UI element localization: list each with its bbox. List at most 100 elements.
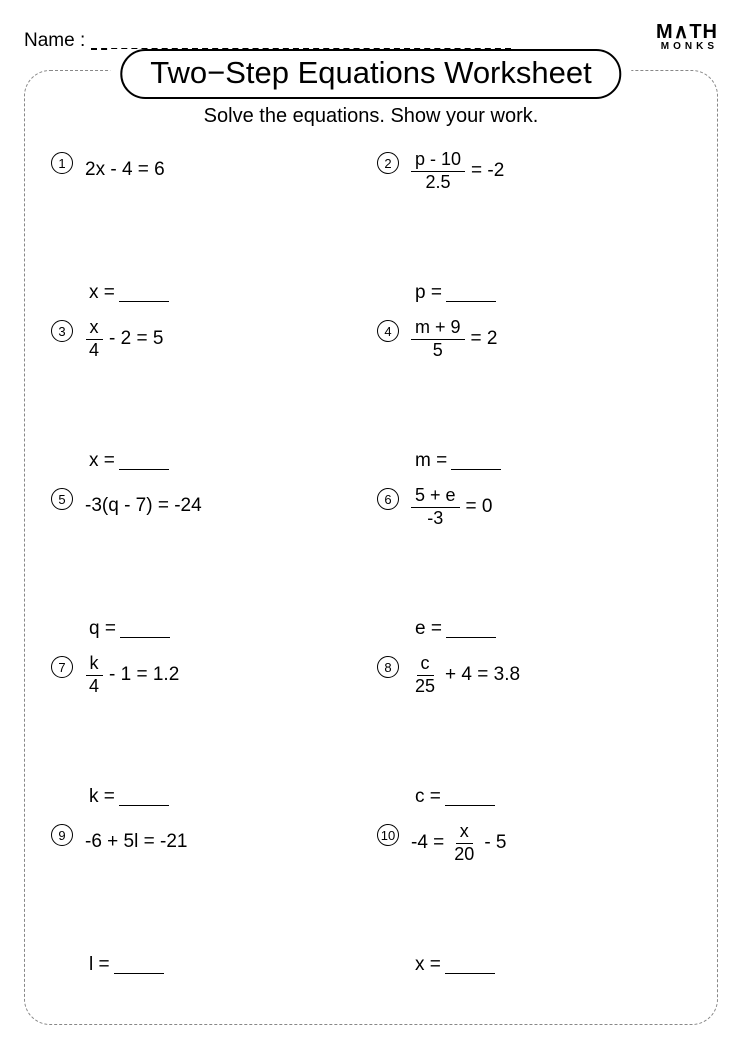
answer-input-line[interactable] — [451, 469, 501, 470]
problem-row: 2 p - 102.5= -2 — [377, 150, 687, 193]
fraction-numerator: 5 + e — [411, 486, 460, 508]
answer-line: x = — [89, 282, 361, 304]
problem-number: 5 — [51, 488, 73, 510]
answer-line: q = — [89, 618, 361, 640]
answer-variable: q = — [89, 618, 116, 640]
answer-input-line[interactable] — [446, 637, 496, 638]
logo-bottom: MONKS — [656, 42, 718, 52]
answer-input-line[interactable] — [445, 973, 495, 974]
equation-text: = 2 — [471, 328, 498, 350]
answer-variable: k = — [89, 786, 115, 808]
answer-input-line[interactable] — [120, 637, 170, 638]
problem-row: 3 x4 - 2 = 5 — [51, 318, 361, 361]
answer-input-line[interactable] — [119, 301, 169, 302]
name-label: Name : — [24, 30, 85, 52]
equation: x4 - 2 = 5 — [85, 318, 163, 361]
fraction: x20 — [450, 822, 478, 865]
answer-input-line[interactable] — [445, 805, 495, 806]
equation-text: - 2 = 5 — [109, 328, 163, 350]
answer-input-line[interactable] — [114, 973, 164, 974]
equation-text: = 0 — [466, 496, 493, 518]
equation: k4 - 1 = 1.2 — [85, 654, 179, 697]
logo: M∧TH MONKS — [656, 22, 718, 52]
equation-text: + 4 = 3.8 — [445, 664, 520, 686]
problem: 9-6 + 5l = -21 l = — [45, 814, 371, 982]
answer-variable: p = — [415, 282, 442, 304]
problem: 4 m + 95 = 2 m = — [371, 310, 697, 478]
equation-text: -4 = — [411, 832, 444, 854]
fraction: c25 — [411, 654, 439, 697]
answer-line: p = — [415, 282, 687, 304]
problem-number: 7 — [51, 656, 73, 678]
problem-number: 2 — [377, 152, 399, 174]
equation-text: -3(q - 7) = -24 — [85, 495, 202, 517]
equation-text: 2x - 4 = 6 — [85, 159, 165, 181]
equation: c25 + 4 = 3.8 — [411, 654, 520, 697]
answer-line: m = — [415, 450, 687, 472]
header: Name : M∧TH MONKS — [24, 22, 718, 52]
equation-text: - 1 = 1.2 — [109, 664, 179, 686]
problem: 2 p - 102.5= -2 p = — [371, 142, 697, 310]
problem: 1 2x - 4 = 6 x = — [45, 142, 371, 310]
worksheet-subtitle: Solve the equations. Show your work. — [25, 105, 717, 128]
fraction-numerator: p - 10 — [411, 150, 465, 172]
equation: 2x - 4 = 6 — [85, 150, 165, 190]
fraction-denominator: 4 — [85, 340, 103, 361]
fraction: x4 — [85, 318, 103, 361]
problem: 7 k4 - 1 = 1.2 k = — [45, 646, 371, 814]
problem-row: 7 k4 - 1 = 1.2 — [51, 654, 361, 697]
answer-line: l = — [89, 954, 361, 976]
problem-number: 6 — [377, 488, 399, 510]
problem-row: 8 c25 + 4 = 3.8 — [377, 654, 687, 697]
problem-number: 8 — [377, 656, 399, 678]
fraction: 5 + e-3 — [411, 486, 460, 529]
answer-line: e = — [415, 618, 687, 640]
worksheet-title: Two−Step Equations Worksheet — [120, 49, 621, 99]
problem-number: 10 — [377, 824, 399, 846]
answer-variable: l = — [89, 954, 110, 976]
problem: 10 -4 = x20 - 5 x = — [371, 814, 697, 982]
logo-top: M∧TH — [656, 22, 718, 42]
problem: 5 -3(q - 7) = -24 q = — [45, 478, 371, 646]
answer-line: x = — [89, 450, 361, 472]
equation: -6 + 5l = -21 — [85, 822, 187, 862]
fraction-denominator: 2.5 — [422, 172, 455, 193]
problem-number: 1 — [51, 152, 73, 174]
equation-text: -6 + 5l = -21 — [85, 831, 187, 853]
problem-row: 5 -3(q - 7) = -24 — [51, 486, 361, 526]
fraction: m + 95 — [411, 318, 465, 361]
title-wrap: Two−Step Equations Worksheet — [110, 49, 631, 99]
fraction-numerator: k — [86, 654, 103, 676]
problem-row: 10 -4 = x20 - 5 — [377, 822, 687, 865]
answer-input-line[interactable] — [119, 805, 169, 806]
answer-line: k = — [89, 786, 361, 808]
equation-text: - 5 — [484, 832, 506, 854]
worksheet-frame: Two−Step Equations Worksheet Solve the e… — [24, 70, 718, 1025]
fraction: k4 — [85, 654, 103, 697]
answer-input-line[interactable] — [119, 469, 169, 470]
answer-variable: e = — [415, 618, 442, 640]
fraction-denominator: 5 — [429, 340, 447, 361]
answer-variable: x = — [415, 954, 441, 976]
answer-variable: c = — [415, 786, 441, 808]
equation: -4 = x20 - 5 — [411, 822, 507, 865]
problem: 6 5 + e-3 = 0 e = — [371, 478, 697, 646]
answer-variable: x = — [89, 450, 115, 472]
equation: p - 102.5= -2 — [411, 150, 504, 193]
fraction-numerator: x — [456, 822, 473, 844]
answer-variable: m = — [415, 450, 447, 472]
problems-grid: 12x - 4 = 6x =2p - 102.5= -2p =3x4- 2 = … — [25, 142, 717, 982]
fraction-numerator: c — [417, 654, 434, 676]
problem-row: 9-6 + 5l = -21 — [51, 822, 361, 862]
equation: 5 + e-3 = 0 — [411, 486, 493, 529]
answer-line: c = — [415, 786, 687, 808]
problem-number: 4 — [377, 320, 399, 342]
fraction: p - 102.5 — [411, 150, 465, 193]
answer-line: x = — [415, 954, 687, 976]
equation: -3(q - 7) = -24 — [85, 486, 202, 526]
fraction-denominator: -3 — [423, 508, 447, 529]
answer-variable: x = — [89, 282, 115, 304]
answer-input-line[interactable] — [446, 301, 496, 302]
problem-row: 6 5 + e-3 = 0 — [377, 486, 687, 529]
problem-number: 3 — [51, 320, 73, 342]
